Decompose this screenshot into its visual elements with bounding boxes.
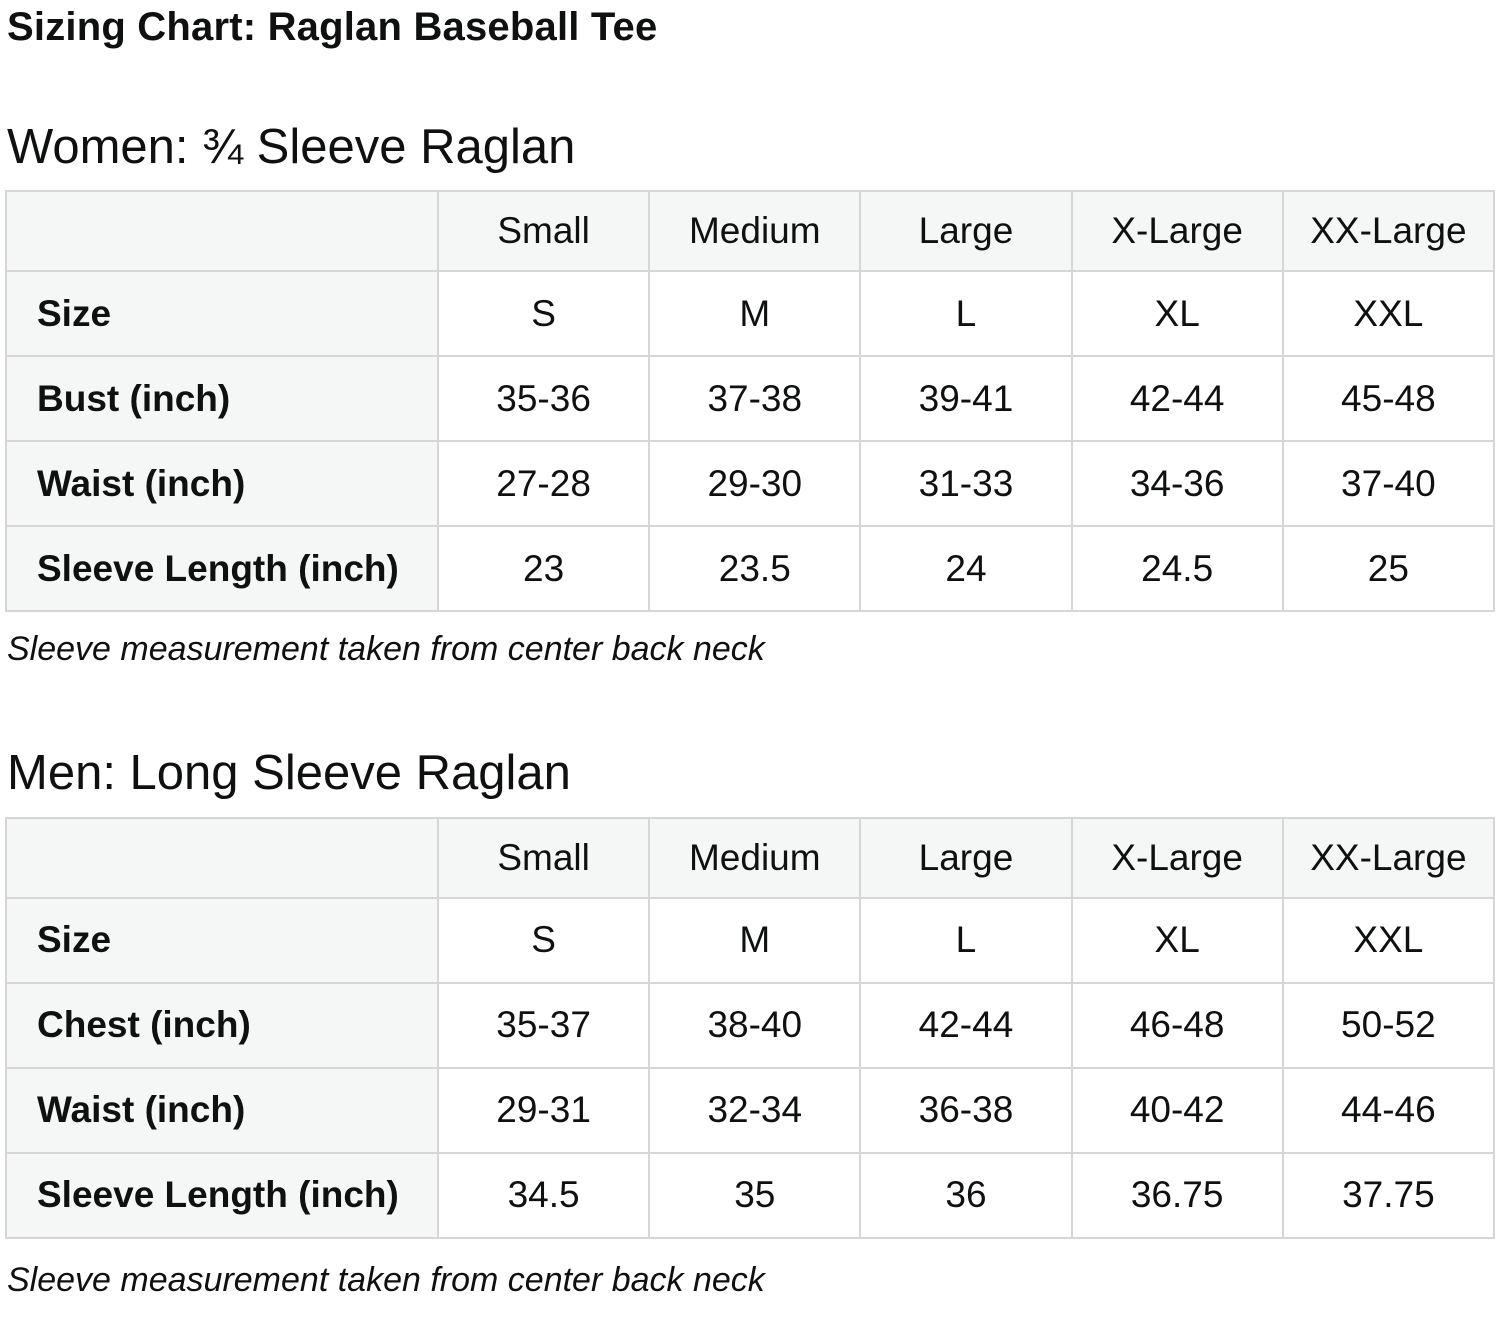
- data-cell: XL: [1070, 270, 1284, 358]
- data-cell: 46-48: [1070, 981, 1284, 1069]
- table-row: Size S M L XL XXL: [5, 270, 1496, 358]
- section-heading-men: Men: Long Sleeve Raglan: [7, 746, 571, 801]
- data-cell: 37-40: [1281, 440, 1496, 528]
- column-header-cell: Small: [436, 816, 651, 899]
- data-cell: 25: [1281, 525, 1496, 613]
- data-cell: 23.5: [648, 525, 862, 613]
- table-row: Size S M L XL XXL: [5, 896, 1496, 984]
- data-cell: 24.5: [1070, 525, 1284, 613]
- data-cell: M: [648, 896, 862, 984]
- column-header-cell: Large: [859, 816, 1073, 899]
- column-header-cell: Medium: [648, 190, 862, 273]
- column-header-cell: X-Large: [1070, 816, 1284, 899]
- data-cell: XL: [1070, 896, 1284, 984]
- corner-cell: [5, 190, 439, 273]
- section-heading-women: Women: ¾ Sleeve Raglan: [7, 120, 576, 174]
- section-women: Women: ¾ Sleeve Raglan Small Medium Large X…: [5, 119, 1496, 669]
- row-label-cell: Waist (inch): [5, 440, 439, 528]
- table-row: Chest (inch) 35-37 38-40 42-44 46-48 50-52: [5, 981, 1496, 1069]
- data-cell: 38-40: [648, 981, 862, 1069]
- data-cell: M: [648, 270, 862, 358]
- column-header-cell: Small: [436, 190, 651, 273]
- column-header-cell: XX-Large: [1281, 190, 1496, 273]
- data-cell: L: [859, 270, 1073, 358]
- data-cell: 31-33: [859, 440, 1073, 528]
- table-row: Bust (inch) 35-36 37-38 39-41 42-44 45-48: [5, 355, 1496, 443]
- corner-cell: [5, 816, 439, 899]
- table-row: Waist (inch) 27-28 29-30 31-33 34-36 37-40: [5, 440, 1496, 528]
- row-label-cell: Waist (inch): [5, 1066, 439, 1154]
- data-cell: 34.5: [436, 1151, 651, 1239]
- data-cell: XXL: [1281, 896, 1496, 984]
- data-cell: 37.75: [1281, 1151, 1496, 1239]
- row-label-cell: Size: [5, 896, 439, 984]
- data-cell: 23: [436, 525, 651, 613]
- table-row: Waist (inch) 29-31 32-34 36-38 40-42 44-46: [5, 1066, 1496, 1154]
- data-cell: S: [436, 270, 651, 358]
- data-cell: 35-36: [436, 355, 651, 443]
- data-cell: 24: [859, 525, 1073, 613]
- column-header-cell: Medium: [648, 816, 862, 899]
- data-cell: 50-52: [1281, 981, 1496, 1069]
- table-row: Sleeve Length (inch) 34.5 35 36 36.75 37.75: [5, 1151, 1496, 1239]
- data-cell: 29-30: [648, 440, 862, 528]
- data-cell: 34-36: [1070, 440, 1284, 528]
- data-cell: S: [436, 896, 651, 984]
- data-cell: 42-44: [1070, 355, 1284, 443]
- table-header-row: Small Medium Large X-Large XX-Large: [5, 190, 1496, 273]
- data-cell: 39-41: [859, 355, 1073, 443]
- sizing-chart-page: Sizing Chart: Raglan Baseball Tee Women:…: [5, 4, 1496, 1300]
- row-label-cell: Sleeve Length (inch): [5, 525, 439, 613]
- column-header-cell: Large: [859, 190, 1073, 273]
- section-men: Men: Long Sleeve Raglan Small Medium Large…: [5, 745, 1496, 1299]
- row-label-cell: Size: [5, 270, 439, 358]
- column-header-cell: X-Large: [1070, 190, 1284, 273]
- data-cell: 44-46: [1281, 1066, 1496, 1154]
- data-cell: 35: [648, 1151, 862, 1239]
- table-row: Sleeve Length (inch) 23 23.5 24 24.5 25: [5, 525, 1496, 613]
- table-header-row: Small Medium Large X-Large XX-Large: [5, 816, 1496, 899]
- row-label-cell: Chest (inch): [5, 981, 439, 1069]
- data-cell: 40-42: [1070, 1066, 1284, 1154]
- data-cell: XXL: [1281, 270, 1496, 358]
- women-sizing-table: Small Medium Large X-Large XX-Large Size S M L XL…: [5, 190, 1496, 613]
- data-cell: 36: [859, 1151, 1073, 1239]
- data-cell: 45-48: [1281, 355, 1496, 443]
- data-cell: 36.75: [1070, 1151, 1284, 1239]
- data-cell: L: [859, 896, 1073, 984]
- row-label-cell: Sleeve Length (inch): [5, 1151, 439, 1239]
- data-cell: 35-37: [436, 981, 651, 1069]
- sleeve-note-men: Sleeve measurement taken from center bac…: [7, 1260, 765, 1299]
- row-label-cell: Bust (inch): [5, 355, 439, 443]
- data-cell: 32-34: [648, 1066, 862, 1154]
- data-cell: 42-44: [859, 981, 1073, 1069]
- data-cell: 29-31: [436, 1066, 651, 1154]
- data-cell: 36-38: [859, 1066, 1073, 1154]
- data-cell: 37-38: [648, 355, 862, 443]
- sleeve-note-women: Sleeve measurement taken from center bac…: [7, 630, 765, 669]
- men-sizing-table: Small Medium Large X-Large XX-Large Size S M L XL…: [5, 816, 1496, 1239]
- data-cell: 27-28: [436, 440, 651, 528]
- column-header-cell: XX-Large: [1281, 816, 1496, 899]
- page-title: Sizing Chart: Raglan Baseball Tee: [7, 5, 658, 49]
